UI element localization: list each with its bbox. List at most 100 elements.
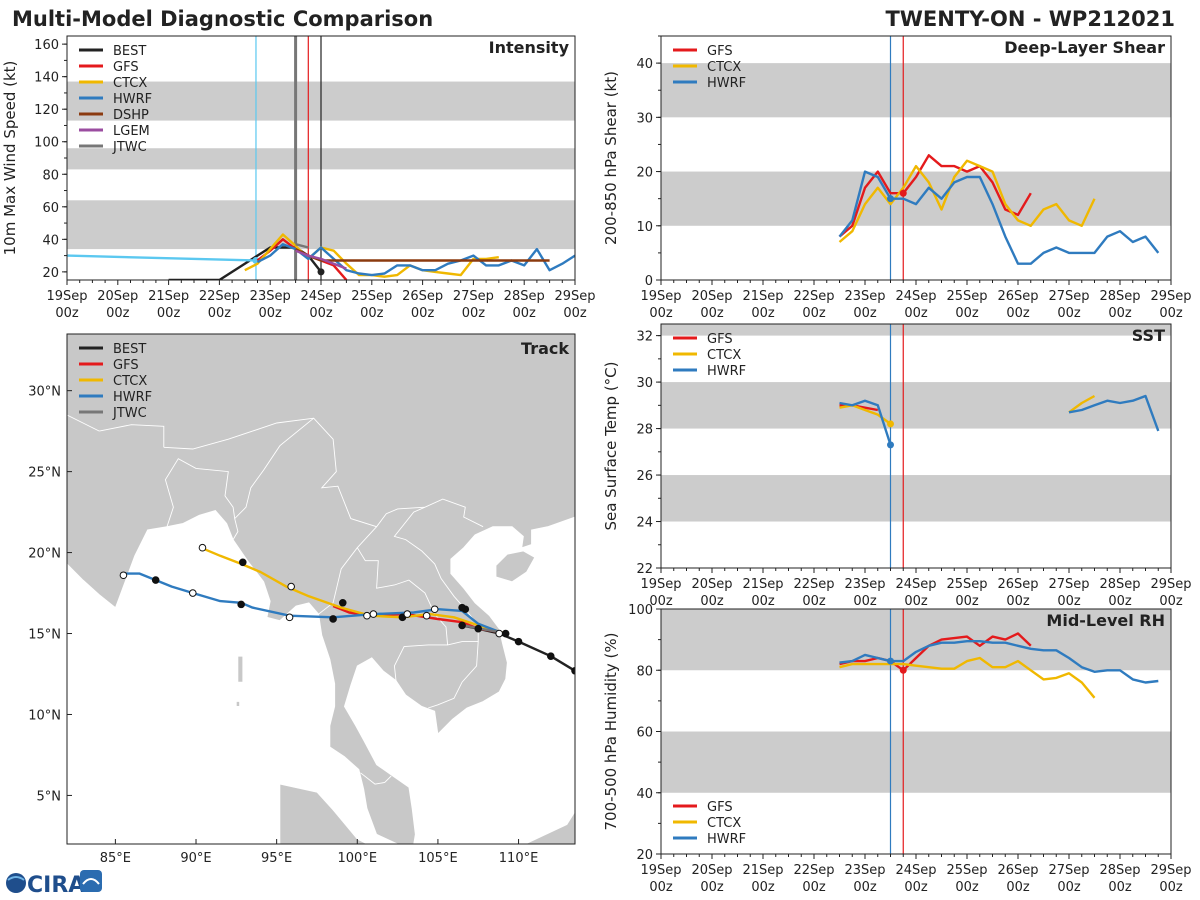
sst-ytick-label: 26 — [636, 469, 653, 484]
land-mass — [32, 718, 64, 780]
sst-xtick-hour: 00z — [1006, 594, 1030, 609]
track-lon-label: 100°E — [338, 851, 378, 866]
country-border — [232, 417, 314, 540]
track-lat-label: 25°N — [28, 466, 61, 481]
sst-series-ctcx — [1068, 394, 1096, 414]
sst-xtick-label: 21Sep 00z — [742, 577, 783, 609]
sst-title: SST — [1132, 326, 1165, 345]
shear-xtick-hour: 00z — [955, 306, 979, 321]
sst-xtick-day: 29Sep — [1150, 577, 1191, 592]
rh-series-ctcx — [839, 656, 1096, 699]
intensity-xtick-day: 21Sep — [148, 289, 189, 304]
shear-xtick-day: 22Sep — [793, 289, 834, 304]
sst-xtick-hour: 00z — [1108, 594, 1132, 609]
sst-xtick-label: 27Sep 00z — [1048, 577, 1089, 609]
sst-xtick-label: 20Sep 00z — [691, 577, 732, 609]
rh-xtick-hour: 00z — [649, 880, 673, 895]
intensity-ytick-label: 100 — [34, 136, 59, 151]
sst-legend-label-ctcx: CTCX — [707, 348, 741, 363]
rh-xtick-label: 27Sep 00z — [1048, 863, 1089, 895]
shear-xtick-hour: 00z — [1057, 306, 1081, 321]
best-track-point — [547, 652, 555, 660]
cira-logo: CIRA — [6, 870, 102, 898]
country-border — [99, 424, 165, 448]
rh-xtick-label: 22Sep 00z — [793, 863, 834, 895]
rh-legend-label-ctcx: CTCX — [707, 816, 741, 831]
intensity-xtick-hour: 00z — [106, 306, 130, 321]
sst-ylabel: Sea Surface Temp (°C) — [602, 361, 620, 530]
sst-xtick-day: 25Sep — [946, 577, 987, 592]
rh-xtick-hour: 00z — [1159, 880, 1183, 895]
shear-xtick-day: 19Sep — [640, 289, 681, 304]
rh-ytick-label: 100 — [628, 603, 653, 618]
intensity-legend-label-best: BEST — [113, 44, 146, 59]
intensity-ytick-label: 20 — [42, 266, 59, 281]
country-border — [356, 547, 449, 681]
intensity-legend-label-ctcx: CTCX — [113, 76, 147, 91]
track-legend-label-best: BEST — [113, 342, 146, 357]
sst-xtick-hour: 00z — [853, 594, 877, 609]
shear-xtick-day: 20Sep — [691, 289, 732, 304]
sst-xtick-day: 19Sep — [640, 577, 681, 592]
sst-ytick-label: 22 — [636, 562, 653, 577]
storm-name: TWENTY-ON - WP212021 — [885, 7, 1175, 31]
intensity-ytick-label: 80 — [42, 168, 59, 183]
shear-xtick-hour: 00z — [751, 306, 775, 321]
rh-xtick-hour: 00z — [1006, 880, 1030, 895]
sst-series-hwrf — [1068, 394, 1160, 432]
shear-xtick-label: 19Sep 00z — [640, 289, 681, 321]
rh-xtick-day: 23Sep — [844, 863, 885, 878]
intensity-xtick-label: 29Sep 00z — [554, 289, 595, 321]
sst-xtick-label: 23Sep 00z — [844, 577, 885, 609]
country-border — [318, 526, 377, 615]
intensity-xtick-label: 26Sep 00z — [402, 289, 443, 321]
track-legend-label-jtwc: JTWC — [112, 406, 147, 421]
country-border — [360, 772, 392, 785]
intensity-xtick-day: 20Sep — [97, 289, 138, 304]
rh-band — [661, 731, 1171, 793]
shear-xtick-label: 29Sep 00z — [1150, 289, 1191, 321]
track-ctcx-point — [338, 598, 347, 607]
intensity-xtick-day: 29Sep — [554, 289, 595, 304]
sst-xtick-label: 29Sep 00z — [1150, 577, 1191, 609]
land-mass — [67, 334, 575, 844]
shear-ytick-label: 10 — [636, 220, 653, 235]
shear-xtick-hour: 00z — [649, 306, 673, 321]
track-lat-label: 5°N — [37, 789, 62, 804]
intensity-xtick-hour: 00z — [208, 306, 232, 321]
track-hwrf-point — [151, 576, 160, 584]
sst-xtick-hour: 00z — [700, 594, 724, 609]
track-lat-label: 30°N — [28, 385, 61, 400]
sst-xtick-hour: 00z — [751, 594, 775, 609]
rh-xtick-day: 21Sep — [742, 863, 783, 878]
rh-analysis-point — [899, 666, 907, 674]
track-hwrf-point — [369, 610, 378, 618]
rh-xtick-hour: 00z — [904, 880, 928, 895]
track-hwrf-point — [403, 610, 412, 618]
intensity-series-cliper — [67, 254, 257, 262]
shear-ytick-label: 0 — [645, 274, 653, 289]
country-border — [163, 417, 484, 528]
intensity-xtick-day: 25Sep — [351, 289, 392, 304]
sst-xtick-label: 28Sep 00z — [1099, 577, 1140, 609]
track-lon-label: 90°E — [180, 851, 211, 866]
track-lat-label: 10°N — [28, 708, 61, 723]
shear-ytick-label: 20 — [636, 166, 653, 181]
track-map-group — [32, 334, 575, 844]
intensity-xtick-hour: 00z — [55, 306, 79, 321]
shear-xtick-day: 27Sep — [1048, 289, 1089, 304]
shear-xtick-hour: 00z — [1159, 306, 1183, 321]
sst-ytick-label: 32 — [636, 330, 653, 345]
intensity-xtick-label: 27Sep 00z — [453, 289, 494, 321]
sst-xtick-hour: 00z — [955, 594, 979, 609]
intensity-xtick-hour: 00z — [309, 306, 333, 321]
sst-xtick-label: 25Sep 00z — [946, 577, 987, 609]
intensity-xtick-day: 23Sep — [250, 289, 291, 304]
rh-ytick-label: 40 — [636, 787, 653, 802]
logo-text: CIRA — [27, 873, 85, 898]
track-lon-label: 95°E — [261, 851, 292, 866]
intensity-ytick-label: 160 — [34, 38, 59, 53]
rh-legend-label-gfs: GFS — [707, 800, 733, 815]
